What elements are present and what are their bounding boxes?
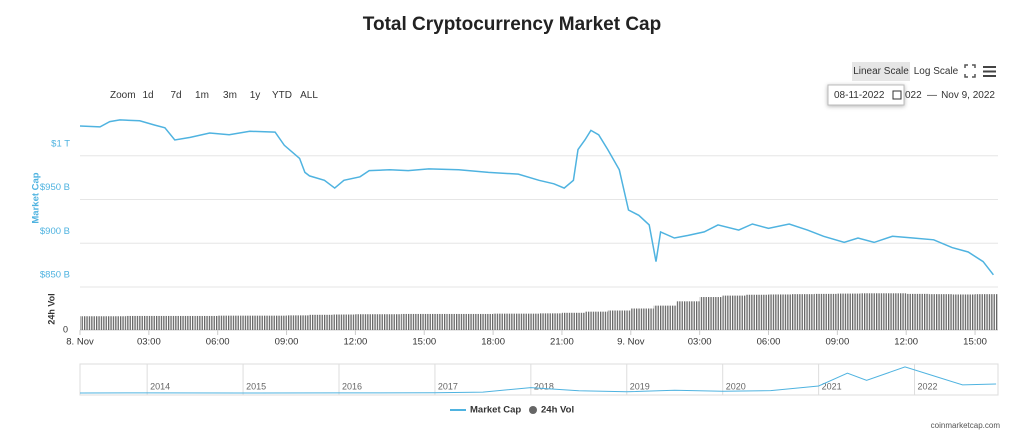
y-tick-label: $900 B [40,226,70,237]
volume-bar [516,313,539,330]
navigator-tick-label: 2014 [150,381,170,391]
volume-bar [607,310,631,330]
legend-label[interactable]: 24h Vol [541,405,574,416]
volume-bar [217,315,241,330]
volume-bar [837,293,861,330]
volume-bar [929,294,953,330]
navigator-frame [79,363,999,396]
volume-bar [148,315,172,330]
volume-bar [952,294,976,330]
volume-bar [768,294,792,330]
x-tick-label: 12:00 [894,337,918,348]
active-scale-bg [852,62,910,81]
volume-bar [883,293,907,330]
volume-bar [493,313,517,330]
y-tick-label: $850 B [40,270,70,281]
navigator-tick-label: 2017 [438,381,458,391]
volume-bar [561,312,585,330]
volume-bar [975,294,998,330]
navigator-tick-label: 2019 [630,381,650,391]
volume-bar [355,314,379,330]
x-tick-label: 21:00 [550,337,574,348]
date-from: 08-11-2022 [834,90,885,101]
x-tick-label: 8. Nov [66,337,94,348]
volume-bar [378,314,402,330]
volume-bar [125,315,149,330]
volume-bar [676,301,700,330]
volume-bar [860,293,884,330]
y-axis-title: Market Cap [31,172,42,223]
date-input[interactable] [827,84,905,106]
navigator-tick-label: 2016 [342,381,362,391]
volume-bar [630,308,654,330]
zoom-button[interactable]: ALL [300,90,318,101]
x-tick-label: 9. Nov [617,337,645,348]
navigator-line [79,366,997,394]
volume-bar [447,313,471,330]
x-tick-label: 09:00 [275,337,299,348]
navigator-tick-label: 2021 [822,381,842,391]
date-sep: — [927,90,937,101]
volume-bar [80,316,103,330]
volume-bar [584,311,608,330]
market-cap-line [79,119,994,276]
zoom-button[interactable]: 3m [223,90,237,101]
chart-title: Total Cryptocurrency Market Cap [363,14,661,35]
x-tick-label: 09:00 [825,337,849,348]
y-tick-label: $1 T [51,138,70,149]
navigator-tick-label: 2018 [534,381,554,391]
scale-button[interactable]: Linear Scale [853,66,909,77]
zoom-button[interactable]: 7d [170,90,181,101]
volume-bar [240,315,264,330]
zoom-label: Zoom [110,90,136,101]
credit: coinmarketcap.com [931,421,1001,430]
volume-bar [263,315,287,330]
volume-bar [424,313,448,330]
volume-bar [332,314,356,330]
volume-bar [309,314,333,330]
volume-bar [539,313,562,330]
volume-bar [653,305,677,330]
menu-icon[interactable] [983,66,996,77]
volume-bar [102,316,126,330]
volume-bar [791,294,815,330]
fullscreen-icon[interactable] [964,64,976,78]
legend-label[interactable]: Market Cap [470,405,521,416]
x-tick-label: 15:00 [963,337,987,348]
date-from-tail: 022 [905,90,922,101]
volume-bar [722,295,746,330]
date-to: Nov 9, 2022 [941,90,995,101]
x-tick-label: 12:00 [344,337,368,348]
volume-bar [194,315,218,330]
x-tick-label: 18:00 [481,337,505,348]
zoom-button[interactable]: YTD [272,90,292,101]
volume-bar [699,297,723,330]
x-tick-label: 06:00 [206,337,230,348]
y-tick-label: $950 B [40,182,70,193]
volume-bar [470,313,494,330]
scale-button[interactable]: Log Scale [914,66,959,77]
volume-bar [171,315,195,330]
legend-swatch [529,406,537,414]
volume-bar [286,315,310,330]
x-tick-label: 15:00 [412,337,436,348]
calendar-icon [892,90,902,100]
y2-tick-label: 0 [63,324,68,334]
x-tick-label: 03:00 [137,337,161,348]
zoom-button[interactable]: 1m [195,90,209,101]
y2-axis-title: 24h Vol [46,293,56,324]
x-tick-label: 06:00 [757,337,781,348]
navigator-tick-label: 2020 [726,381,746,391]
volume-bar [745,294,769,330]
volume-bar [906,293,930,330]
zoom-button[interactable]: 1y [250,90,261,101]
volume-bar [814,293,838,330]
navigator-tick-label: 2015 [246,381,266,391]
x-tick-label: 03:00 [688,337,712,348]
volume-bar [401,313,425,330]
navigator-tick-label: 2022 [918,381,938,391]
zoom-button[interactable]: 1d [142,90,153,101]
